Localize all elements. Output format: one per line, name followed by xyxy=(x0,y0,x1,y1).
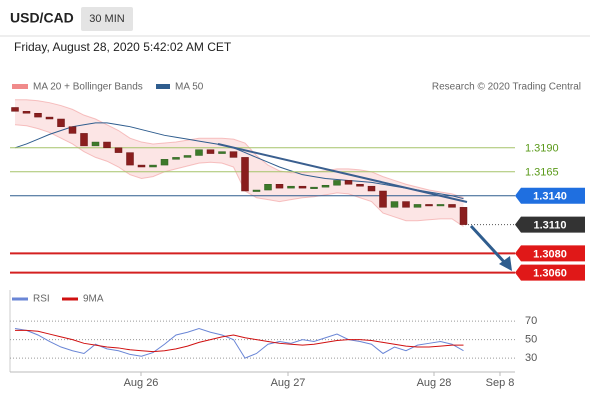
forecast-arrow xyxy=(469,224,508,266)
bollinger-upper xyxy=(15,99,464,199)
symbol: USD/CAD xyxy=(10,10,74,26)
candle xyxy=(22,111,31,114)
candle xyxy=(379,190,387,208)
candle xyxy=(264,184,272,191)
candle xyxy=(160,159,169,166)
candle xyxy=(172,157,180,160)
candle xyxy=(80,133,88,147)
candle xyxy=(413,204,422,208)
candle xyxy=(275,184,284,189)
level-badge xyxy=(515,245,585,262)
legend-swatch xyxy=(12,84,28,89)
ma50-line xyxy=(14,122,464,200)
candle xyxy=(68,126,77,134)
legend-label: MA 20 + Bollinger Bands xyxy=(33,82,143,93)
bollinger-lower xyxy=(14,124,464,227)
candle xyxy=(356,184,364,187)
credit: Research © 2020 Trading Central xyxy=(432,82,581,93)
candle xyxy=(57,118,65,127)
level-label: 1.3140 xyxy=(533,191,567,203)
candle xyxy=(206,149,215,154)
y-tick-label: 50 xyxy=(525,334,537,346)
candle xyxy=(229,151,238,158)
candle xyxy=(218,151,226,154)
candle xyxy=(425,204,433,207)
level-badge xyxy=(515,187,585,204)
candle xyxy=(149,164,157,168)
y-tick-label: 70 xyxy=(525,315,537,327)
price-panel: 1.3190 1.3165 1.3140 1.3110 1.3080 1.3060 xyxy=(10,99,585,281)
level-label: 1.3080 xyxy=(533,248,567,260)
candle xyxy=(459,207,468,225)
candle xyxy=(183,155,192,158)
candle xyxy=(137,164,146,168)
legend-label: 9MA xyxy=(83,294,104,305)
candle xyxy=(126,152,134,166)
datetime: Friday, August 28, 2020 5:42:02 AM CET xyxy=(14,40,232,54)
indicator-line xyxy=(14,327,464,359)
trend-line xyxy=(217,143,468,203)
level-label: 1.3060 xyxy=(533,268,567,280)
candle xyxy=(252,189,261,192)
x-tick-label: Aug 26 xyxy=(124,377,159,389)
indicator-line xyxy=(15,329,464,353)
legend-label: RSI xyxy=(33,294,50,305)
level-badge xyxy=(515,264,585,281)
x-tick-label: Aug 28 xyxy=(417,377,452,389)
candle xyxy=(390,201,399,208)
candle xyxy=(333,180,341,186)
candle xyxy=(34,112,42,118)
candle xyxy=(103,141,111,149)
candle xyxy=(195,149,203,156)
timeframe-box[interactable] xyxy=(81,7,133,31)
x-tick-label: Sep 8 xyxy=(486,377,515,389)
legend-swatch xyxy=(156,84,170,89)
candle xyxy=(436,204,445,207)
candle xyxy=(367,185,376,192)
arrow-head xyxy=(499,256,512,271)
candle xyxy=(91,141,100,147)
legend-label: MA 50 xyxy=(175,82,204,93)
candle xyxy=(448,204,456,208)
candle xyxy=(321,184,330,188)
candle xyxy=(344,180,353,185)
candle xyxy=(11,107,19,112)
candle xyxy=(241,157,249,192)
candle xyxy=(298,185,307,189)
candle xyxy=(402,201,410,208)
x-tick-label: Aug 27 xyxy=(271,377,306,389)
candle xyxy=(45,116,54,120)
level-badge xyxy=(515,216,585,233)
timeframe[interactable]: 30 MIN xyxy=(89,13,125,25)
candle xyxy=(287,185,295,189)
level-label: 1.3165 xyxy=(525,167,559,179)
y-tick-label: 30 xyxy=(525,352,537,364)
level-label: 1.3190 xyxy=(525,143,559,155)
rsi-panel: 70 50 30 Aug 26 Aug 27 Aug 28 Sep 8 xyxy=(10,315,537,389)
candle xyxy=(310,186,318,189)
candle xyxy=(114,147,123,153)
level-label: 1.3110 xyxy=(533,220,566,232)
